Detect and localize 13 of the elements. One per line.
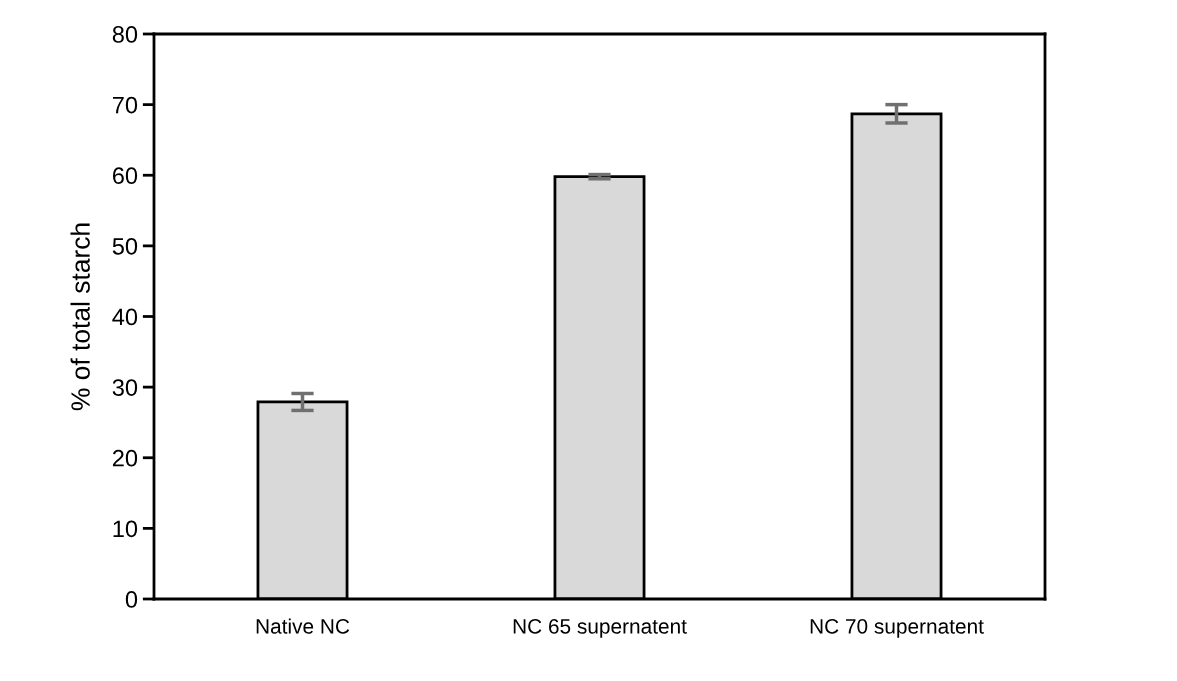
x-tick-label: NC 70 supernatent bbox=[810, 618, 984, 638]
y-tick-label: 10 bbox=[113, 520, 138, 538]
y-tick-label: 30 bbox=[112, 379, 138, 396]
y-axis-title: % of total starch bbox=[70, 223, 90, 411]
y-tick-label: 50 bbox=[112, 237, 138, 255]
x-tick-label: Native NC bbox=[256, 618, 350, 634]
y-tick-label: 40 bbox=[112, 308, 138, 326]
y-tick-label: 20 bbox=[112, 449, 138, 467]
y-tick-label: 60 bbox=[112, 167, 138, 185]
y-tick-label: 70 bbox=[112, 96, 138, 114]
y-tick-label: 0 bbox=[125, 591, 138, 608]
y-tick-label: 80 bbox=[112, 26, 138, 43]
x-tick-label: NC 65 supernatent bbox=[513, 618, 687, 638]
